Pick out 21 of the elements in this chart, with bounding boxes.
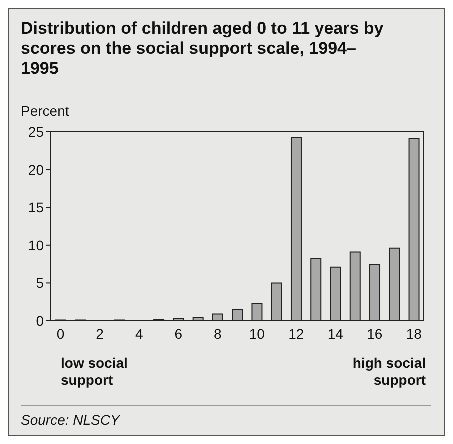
y-tick-label: 0 xyxy=(36,312,44,329)
x-tick-label: 6 xyxy=(174,326,183,342)
x-tick-label: 18 xyxy=(406,326,422,342)
y-tick-label: 5 xyxy=(36,275,44,292)
y-tick-label: 25 xyxy=(28,124,44,140)
x-tick-label: 14 xyxy=(328,326,344,342)
text: high social support xyxy=(352,355,426,389)
y-axis-title: Percent xyxy=(21,103,70,119)
text: low social support xyxy=(61,355,129,389)
x-tick-label: 10 xyxy=(249,326,266,342)
chart-title: Distribution of children aged 0 to 11 years by scores on the social support scale, 1994–1995 xyxy=(21,19,385,79)
x-tick-label: 8 xyxy=(214,326,222,342)
y-tick-label: 10 xyxy=(28,237,44,254)
y-tick-label: 20 xyxy=(28,162,44,178)
x-tick-label: 0 xyxy=(56,326,65,342)
x-tick-label: 12 xyxy=(288,326,304,342)
x-tick-label: 16 xyxy=(367,326,383,342)
source-note: Source: NLSCY xyxy=(21,405,431,428)
y-tick-label: 15 xyxy=(28,200,44,216)
x-tick-label: 2 xyxy=(96,326,104,342)
x-tick-label: 4 xyxy=(135,326,144,342)
